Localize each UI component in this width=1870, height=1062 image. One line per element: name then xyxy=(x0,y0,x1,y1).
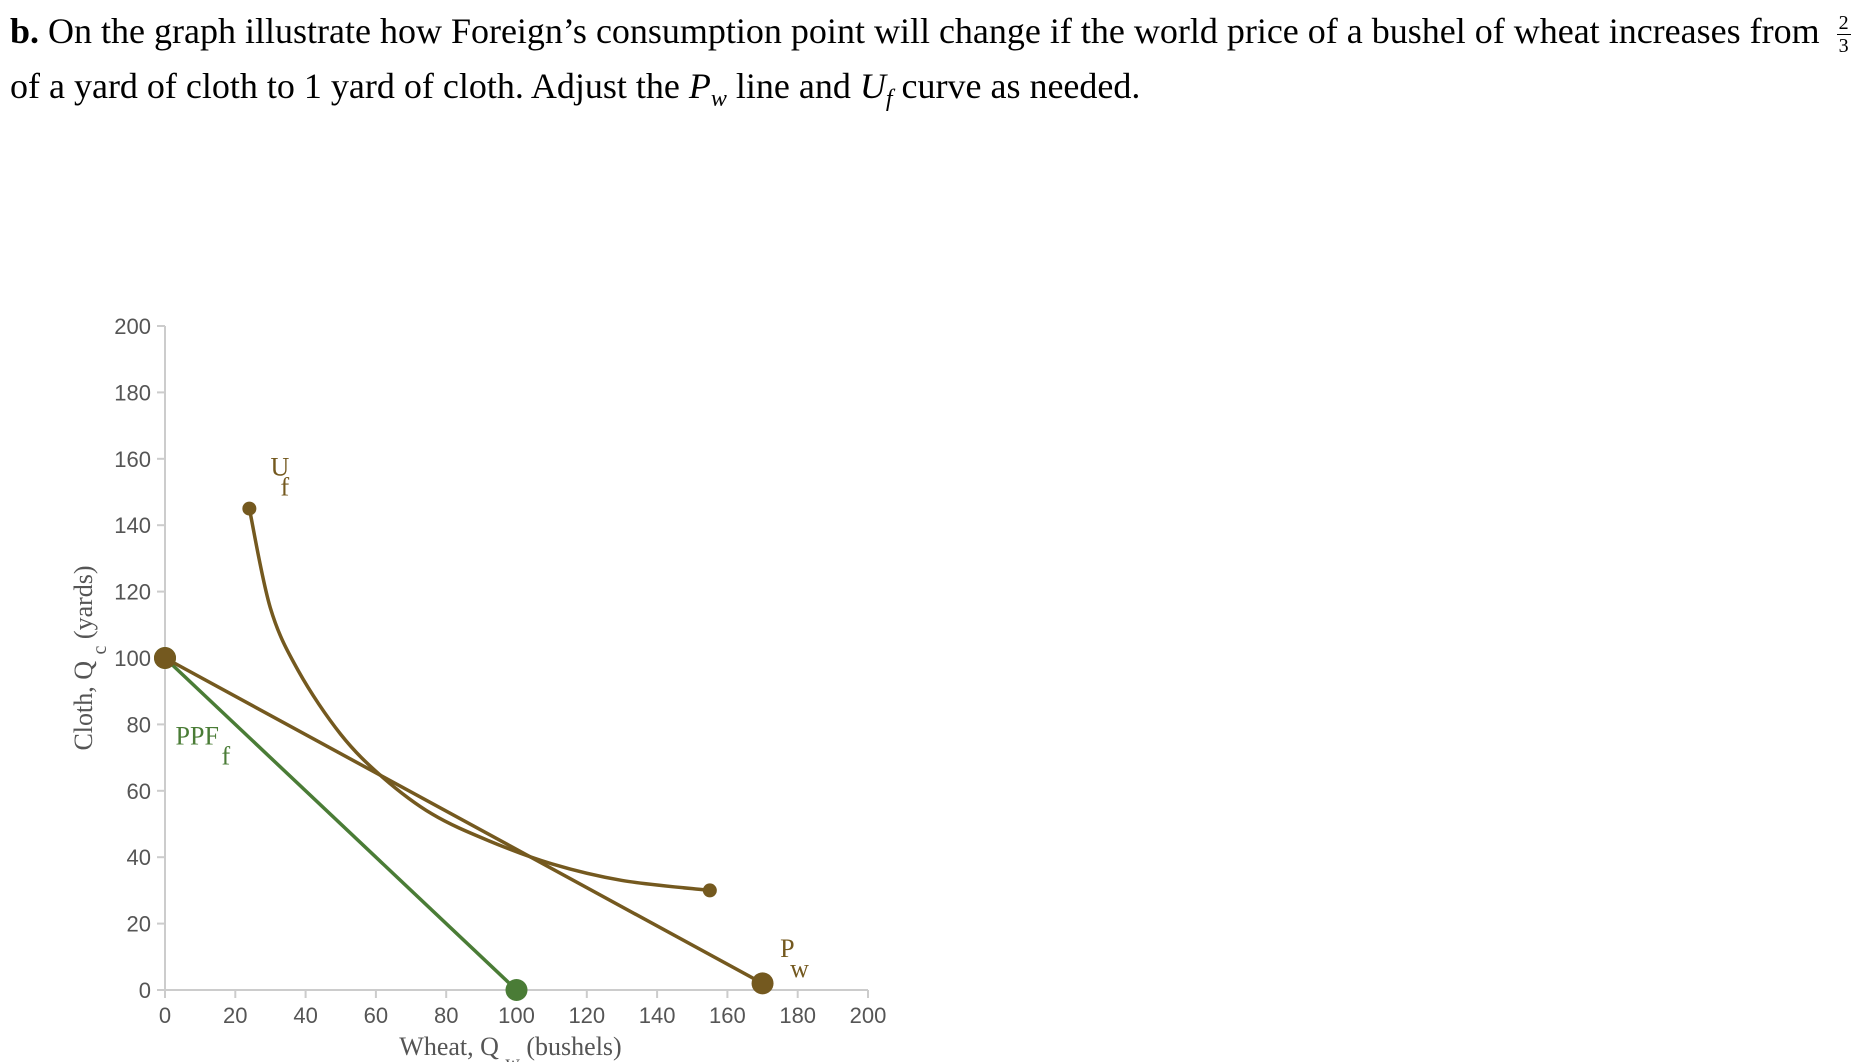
x-tick-label: 180 xyxy=(779,1003,816,1028)
y-tick-label: 140 xyxy=(114,513,151,538)
question-text-part-2: of a yard of cloth to 1 yard of cloth. A… xyxy=(10,66,680,106)
x-axis-title: Wheat, Q w (bushels) xyxy=(399,1032,621,1062)
x-tick-label: 40 xyxy=(293,1003,317,1028)
x-tick-label: 80 xyxy=(434,1003,458,1028)
x-tick-label: 140 xyxy=(639,1003,676,1028)
ppf-label: PPF xyxy=(176,721,219,750)
ppf-label-sub: f xyxy=(222,741,231,770)
x-tick-label: 120 xyxy=(568,1003,605,1028)
question-text-part-4: curve as needed. xyxy=(901,66,1141,106)
series-layer[interactable] xyxy=(154,501,774,1001)
uf-label: U xyxy=(270,452,289,481)
y-axis-title: Cloth, Q c (yards) xyxy=(69,565,111,750)
ppf-handle[interactable] xyxy=(505,979,528,1001)
x-tick-label: 0 xyxy=(159,1003,171,1028)
x-tick-label: 200 xyxy=(850,1003,887,1028)
fraction-numerator: 2 xyxy=(1836,12,1851,36)
x-tick-label: 60 xyxy=(364,1003,388,1028)
y-tick-label: 200 xyxy=(114,314,151,339)
uf-handle[interactable] xyxy=(702,883,717,898)
x-tick-label: 160 xyxy=(709,1003,746,1028)
question-label: b. xyxy=(10,11,40,51)
question-text: b. On the graph illustrate how Foreign’s… xyxy=(10,4,1860,127)
pw-handle[interactable] xyxy=(154,647,176,669)
pw-label-sub: w xyxy=(790,954,809,983)
y-tick-label: 0 xyxy=(139,978,151,1003)
uf-handle[interactable] xyxy=(242,501,257,516)
uf-symbol: Uf xyxy=(859,66,893,113)
y-tick-label: 80 xyxy=(127,712,151,737)
y-tick-label: 180 xyxy=(114,380,151,405)
question-text-part-1: On the graph illustrate how Foreign’s co… xyxy=(48,11,1820,51)
price-fraction: 2 3 xyxy=(1836,12,1851,58)
pw-label: P xyxy=(780,934,794,963)
fraction-denominator: 3 xyxy=(1838,35,1849,58)
pw-line[interactable] xyxy=(164,656,764,985)
y-tick-label: 160 xyxy=(114,447,151,472)
uf-label-sub: f xyxy=(280,472,289,501)
y-tick-label: 100 xyxy=(114,646,151,671)
ppf-line[interactable] xyxy=(163,656,518,992)
pw-symbol: Pw xyxy=(688,66,727,113)
x-tick-label: 20 xyxy=(223,1003,247,1028)
question-text-part-3: line and xyxy=(735,66,851,106)
y-tick-label: 20 xyxy=(127,912,151,937)
uf-line[interactable] xyxy=(247,508,711,893)
y-tick-label: 120 xyxy=(114,580,151,605)
y-tick-label: 40 xyxy=(127,845,151,870)
axes: 0 20 40 60 80 100 120 140 160 180 200 0 20 40 60 80 100 1… xyxy=(114,314,886,1028)
axis-titles: Wheat, Q w (bushels) Cloth, Q c (yards) xyxy=(69,565,622,1062)
pw-handle[interactable] xyxy=(751,972,774,995)
x-tick-label: 100 xyxy=(498,1003,535,1028)
y-tick-label: 60 xyxy=(127,779,151,804)
